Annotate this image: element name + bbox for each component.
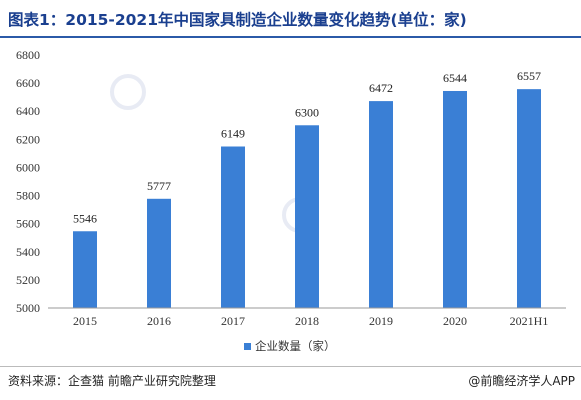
bar-chart: 5000 5200 5400 5600 5800 6000 6200 6400 6600 6800… [16, 48, 566, 353]
x-tick-label: 2021H1 [510, 314, 549, 328]
y-tick-label: 6200 [16, 132, 40, 146]
chart-legend: 企业数量（家） [244, 339, 336, 353]
legend-label: 企业数量（家） [255, 339, 336, 353]
y-tick-label: 5200 [16, 273, 40, 287]
source-note: 资料来源：企查猫 前瞻产业研究院整理 [8, 374, 216, 388]
bar-value-label: 5777 [147, 179, 171, 193]
title-underline [0, 36, 581, 38]
y-tick-label: 6400 [16, 104, 40, 118]
x-tick-label: 2018 [295, 314, 319, 328]
bar [295, 125, 319, 309]
x-tick-label: 2016 [147, 314, 171, 328]
x-tick-label: 2017 [221, 314, 245, 328]
bar-value-label: 6472 [369, 81, 393, 95]
y-tick-label: 6000 [16, 160, 40, 174]
bar [147, 198, 171, 308]
y-tick-label: 5000 [16, 301, 40, 315]
watermark-logo-top [110, 74, 146, 110]
x-tick-label: 2019 [369, 314, 393, 328]
legend-swatch [244, 343, 251, 350]
bar-value-label: 6300 [295, 105, 319, 119]
y-tick-label: 6600 [16, 76, 40, 90]
chart-title: 图表1：2015-2021年中国家具制造企业数量变化趋势(单位：家) [8, 11, 467, 29]
y-tick-label: 6800 [16, 48, 40, 62]
bar [221, 146, 245, 308]
bar-value-label: 6557 [517, 69, 541, 83]
brand-credit: @前瞻经济学人APP [468, 374, 575, 388]
bar [73, 231, 97, 308]
footer-divider [0, 366, 581, 367]
bar [369, 101, 393, 308]
x-tick-label: 2020 [443, 314, 467, 328]
y-tick-label: 5400 [16, 245, 40, 259]
bar-value-label: 5546 [73, 211, 97, 225]
watermark-group [110, 74, 318, 233]
x-tick-label: 2015 [73, 314, 97, 328]
y-tick-label: 5600 [16, 217, 40, 231]
bar-value-label: 6544 [443, 71, 467, 85]
bar [443, 90, 467, 308]
y-tick-label: 5800 [16, 189, 40, 203]
bar [517, 89, 541, 308]
bar-value-label: 6149 [221, 127, 245, 141]
